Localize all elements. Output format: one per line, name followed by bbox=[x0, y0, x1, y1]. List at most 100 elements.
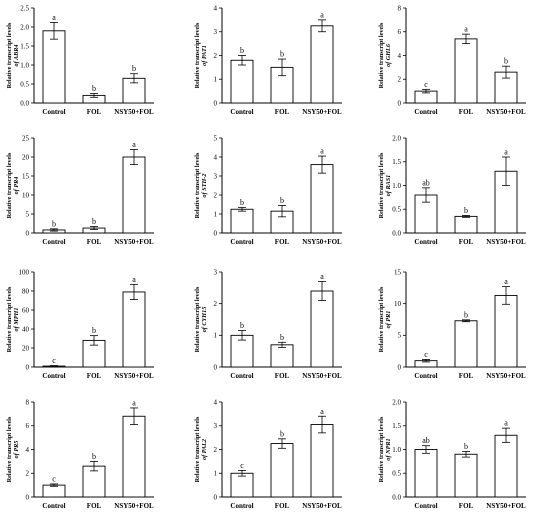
bar-control bbox=[42, 484, 66, 498]
y-tick-label: 2 bbox=[398, 76, 402, 84]
category-label: FOL bbox=[275, 372, 290, 380]
category-label: Control bbox=[42, 502, 65, 510]
significance-letter: b bbox=[280, 333, 284, 342]
category-label: NSY50+FOL bbox=[114, 238, 154, 246]
y-tick-label: 2.0 bbox=[392, 398, 401, 406]
significance-letter: b bbox=[92, 84, 96, 93]
chart-panel-ghl6: 0 2 4 6 8 c Control a FOL b NSY50+FOL Relative tran… bbox=[378, 4, 526, 116]
category-label: Control bbox=[42, 372, 65, 380]
bar-nsy50-fol bbox=[310, 25, 334, 104]
category-label: FOL bbox=[87, 238, 102, 246]
chart-panel-pr4: 0 5 10 15 20 25 b Control b FOL a NSY50+FOL Relative… bbox=[6, 134, 154, 246]
bar-fol bbox=[270, 344, 294, 368]
bar-fol bbox=[454, 38, 478, 104]
significance-letter: c bbox=[424, 80, 428, 89]
category-label: FOL bbox=[87, 108, 102, 116]
significance-letter: b bbox=[464, 310, 468, 319]
y-axis-gene-label: of CYH15 bbox=[201, 307, 208, 333]
y-axis-gene-label: of PR5 bbox=[13, 441, 20, 459]
y-tick-label: 3 bbox=[214, 172, 218, 180]
y-tick-label: 1.0 bbox=[392, 446, 401, 454]
category-label: Control bbox=[230, 238, 253, 246]
category-label: Control bbox=[42, 108, 65, 116]
significance-letter: b bbox=[464, 206, 468, 215]
significance-letter: c bbox=[424, 350, 428, 359]
significance-letter: a bbox=[320, 147, 324, 156]
y-tick-label: 6 bbox=[26, 422, 30, 430]
bar-nsy50-fol bbox=[122, 415, 146, 498]
bar-fol bbox=[270, 443, 294, 498]
category-label: Control bbox=[230, 502, 253, 510]
y-tick-label: 0.0 bbox=[392, 229, 401, 237]
significance-letter: a bbox=[504, 148, 508, 157]
significance-letter: b bbox=[280, 50, 284, 59]
significance-letter: b bbox=[92, 452, 96, 461]
category-label: NSY50+FOL bbox=[486, 502, 526, 510]
y-axis-title: Relative transcript levels bbox=[378, 286, 385, 352]
category-label: NSY50+FOL bbox=[114, 502, 154, 510]
y-tick-label: 20 bbox=[22, 344, 30, 352]
category-label: Control bbox=[414, 238, 437, 246]
category-label: Control bbox=[414, 502, 437, 510]
y-tick-label: 3 bbox=[214, 268, 218, 276]
y-tick-label: 0 bbox=[214, 363, 218, 371]
y-axis-title: Relative transcript levels bbox=[194, 22, 201, 88]
category-label: FOL bbox=[459, 108, 474, 116]
significance-letter: b bbox=[240, 198, 244, 207]
significance-letter: ab bbox=[422, 178, 430, 187]
category-label: Control bbox=[414, 372, 437, 380]
category-label: FOL bbox=[459, 372, 474, 380]
y-axis-title: Relative transcript levels bbox=[378, 22, 385, 88]
chart-panel-sth-2: 0 1 2 3 4 5 b Control b FOL a NSY50+FOL Relative tra… bbox=[194, 134, 342, 246]
y-axis-gene-label: of STH-2 bbox=[201, 174, 208, 198]
bar-control bbox=[414, 449, 438, 498]
category-label: Control bbox=[230, 372, 253, 380]
category-label: NSY50+FOL bbox=[302, 238, 342, 246]
y-axis-gene-label: of PAT1 bbox=[201, 45, 208, 66]
y-tick-label: 4 bbox=[214, 398, 218, 406]
y-axis-title: Relative transcript levels bbox=[378, 416, 385, 482]
y-tick-label: 4 bbox=[214, 4, 218, 12]
category-label: NSY50+FOL bbox=[114, 372, 154, 380]
y-tick-label: 0.0 bbox=[392, 493, 401, 501]
y-tick-label: 1 bbox=[214, 76, 218, 84]
y-tick-label: 4 bbox=[398, 52, 402, 60]
significance-letter: b bbox=[504, 57, 508, 66]
significance-letter: a bbox=[132, 398, 136, 407]
y-tick-label: 1 bbox=[214, 470, 218, 478]
y-axis-gene-label: of GHL6 bbox=[385, 43, 392, 67]
y-axis-title: Relative transcript levels bbox=[194, 152, 201, 218]
significance-letter: b bbox=[240, 46, 244, 55]
y-tick-label: 0 bbox=[398, 363, 402, 371]
y-tick-label: 8 bbox=[26, 398, 30, 406]
significance-letter: a bbox=[132, 275, 136, 284]
bar-control bbox=[230, 59, 254, 104]
significance-letter: a bbox=[132, 140, 136, 149]
significance-letter: a bbox=[464, 25, 468, 34]
significance-letter: b bbox=[92, 326, 96, 335]
y-axis-gene-label: of PR1 bbox=[385, 311, 392, 329]
y-tick-label: 0 bbox=[214, 493, 218, 501]
bar-nsy50-fol bbox=[310, 290, 334, 368]
significance-letter: c bbox=[240, 461, 244, 470]
bar-nsy50-fol bbox=[494, 294, 518, 368]
category-label: NSY50+FOL bbox=[486, 372, 526, 380]
y-axis-title: Relative transcript levels bbox=[194, 286, 201, 352]
y-tick-label: 80 bbox=[22, 287, 30, 295]
category-label: Control bbox=[414, 108, 437, 116]
bar-control bbox=[230, 472, 254, 498]
significance-letter: a bbox=[504, 277, 508, 286]
y-tick-label: 1.5 bbox=[392, 158, 401, 166]
significance-letter: b bbox=[240, 321, 244, 330]
y-tick-label: 5 bbox=[214, 134, 218, 142]
y-axis-gene-label: of RAS1 bbox=[385, 175, 392, 197]
y-tick-label: 4 bbox=[26, 446, 30, 454]
y-tick-label: 15 bbox=[22, 172, 30, 180]
y-tick-label: 10 bbox=[394, 300, 402, 308]
y-axis-gene-label: of NPR1 bbox=[385, 438, 392, 460]
significance-letter: ab bbox=[422, 436, 430, 445]
y-tick-label: 1 bbox=[214, 332, 218, 340]
y-tick-label: 2 bbox=[26, 470, 30, 478]
y-tick-label: 5 bbox=[26, 210, 30, 218]
